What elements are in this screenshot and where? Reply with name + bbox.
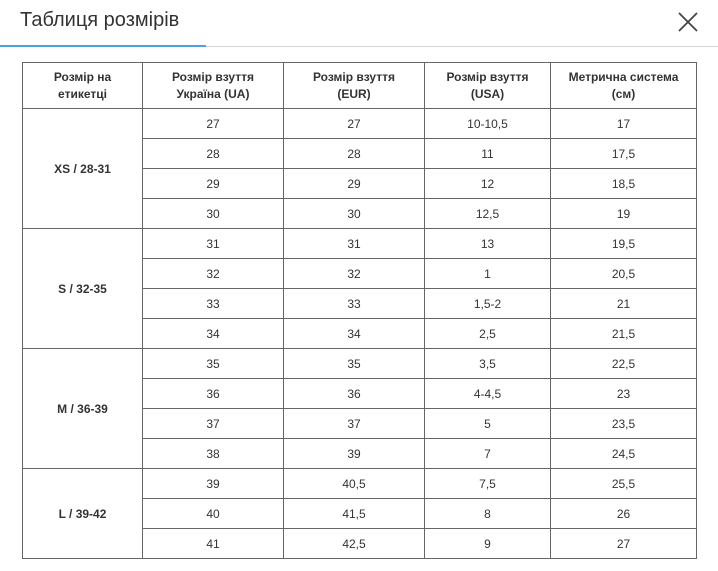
table-cell: 32 <box>283 258 425 289</box>
table-row: S / 32-35 31 31 13 19,5 <box>22 228 697 349</box>
table-cell: 33 <box>142 288 284 319</box>
table-cell: 11 <box>424 138 551 169</box>
table-cell: 34 <box>283 318 425 349</box>
table-cell: 18,5 <box>550 168 697 199</box>
table-row: 36 36 4-4,5 23 <box>23 378 697 409</box>
column-header: Метрична система (см) <box>550 62 697 109</box>
column-header: Розмір взуття (EUR) <box>283 62 425 109</box>
table-row: M / 36-39 35 35 3,5 22,5 <box>22 348 697 469</box>
table-row: 40 41,5 8 26 <box>23 498 697 529</box>
table-cell: 27 <box>142 108 284 139</box>
size-table: Розмір на етикетці Розмір взуття Україна … <box>22 62 697 559</box>
table-cell: 31 <box>283 228 425 259</box>
table-cell: 28 <box>283 138 425 169</box>
table-row: XS / 28-31 27 27 10-10,5 17 <box>22 108 697 229</box>
table-cell: 25,5 <box>550 468 697 499</box>
table-cell: 40 <box>142 498 284 529</box>
column-header: Розмір взуття Україна (UA) <box>142 62 284 109</box>
table-cell: 40,5 <box>283 468 425 499</box>
table-row: L / 39-42 39 40,5 7,5 25,5 <box>22 468 697 559</box>
table-cell: 23,5 <box>550 408 697 439</box>
size-label: S / 32-35 <box>22 228 143 349</box>
table-cell: 4-4,5 <box>424 378 551 409</box>
header-row: Розмір на етикетці Розмір взуття Україна … <box>22 62 697 109</box>
table-cell: 31 <box>142 228 284 259</box>
column-header: Розмір взуття (USA) <box>424 62 551 109</box>
table-cell: 1 <box>424 258 551 289</box>
table-row: 34 34 2,5 21,5 <box>23 318 697 349</box>
modal-title: Таблиця розмірів <box>20 9 180 31</box>
table-row: 38 39 7 24,5 <box>23 438 697 469</box>
table-cell: 17 <box>550 108 697 139</box>
table-cell: 32 <box>142 258 284 289</box>
table-cell: 28 <box>142 138 284 169</box>
table-cell: 36 <box>283 378 425 409</box>
table-cell: 19 <box>550 198 697 229</box>
table-cell: 17,5 <box>550 138 697 169</box>
table-cell: 29 <box>283 168 425 199</box>
table-cell: 12 <box>424 168 551 199</box>
table-cell: 29 <box>142 168 284 199</box>
size-label: M / 36-39 <box>22 348 143 469</box>
table-cell: 41 <box>142 528 284 559</box>
table-cell: 34 <box>142 318 284 349</box>
size-label: L / 39-42 <box>22 468 143 559</box>
table-cell: 41,5 <box>283 498 425 529</box>
table-cell: 35 <box>283 348 425 379</box>
table-cell: 8 <box>424 498 551 529</box>
table-cell: 13 <box>424 228 551 259</box>
table-cell: 42,5 <box>283 528 425 559</box>
table-row: 33 33 1,5-2 21 <box>23 288 697 319</box>
divider <box>0 46 718 47</box>
table-cell: 5 <box>424 408 551 439</box>
table-cell: 2,5 <box>424 318 551 349</box>
table-cell: 30 <box>142 198 284 229</box>
table-cell: 26 <box>550 498 697 529</box>
table-cell: 23 <box>550 378 697 409</box>
table-cell: 38 <box>142 438 284 469</box>
table-cell: 22,5 <box>550 348 697 379</box>
table-cell: 27 <box>283 108 425 139</box>
table-cell: 7,5 <box>424 468 551 499</box>
table-cell: 20,5 <box>550 258 697 289</box>
table-cell: 1,5-2 <box>424 288 551 319</box>
table-cell: 39 <box>283 438 425 469</box>
table-cell: 24,5 <box>550 438 697 469</box>
table-cell: 36 <box>142 378 284 409</box>
table-cell: 3,5 <box>424 348 551 379</box>
table-row: 41 42,5 9 27 <box>23 528 697 559</box>
active-tab-underline <box>0 45 206 47</box>
size-label: XS / 28-31 <box>22 108 143 229</box>
table-cell: 35 <box>142 348 284 379</box>
table-cell: 37 <box>283 408 425 439</box>
column-header: Розмір на етикетці <box>22 62 143 109</box>
close-button[interactable] <box>676 10 700 34</box>
table-cell: 21 <box>550 288 697 319</box>
table-cell: 33 <box>283 288 425 319</box>
table-cell: 12,5 <box>424 198 551 229</box>
table-cell: 27 <box>550 528 697 559</box>
table-cell: 7 <box>424 438 551 469</box>
table-cell: 21,5 <box>550 318 697 349</box>
table-cell: 39 <box>142 468 284 499</box>
table-cell: 19,5 <box>550 228 697 259</box>
table-cell: 10-10,5 <box>424 108 551 139</box>
table-cell: 9 <box>424 528 551 559</box>
table-cell: 37 <box>142 408 284 439</box>
table-cell: 30 <box>283 198 425 229</box>
